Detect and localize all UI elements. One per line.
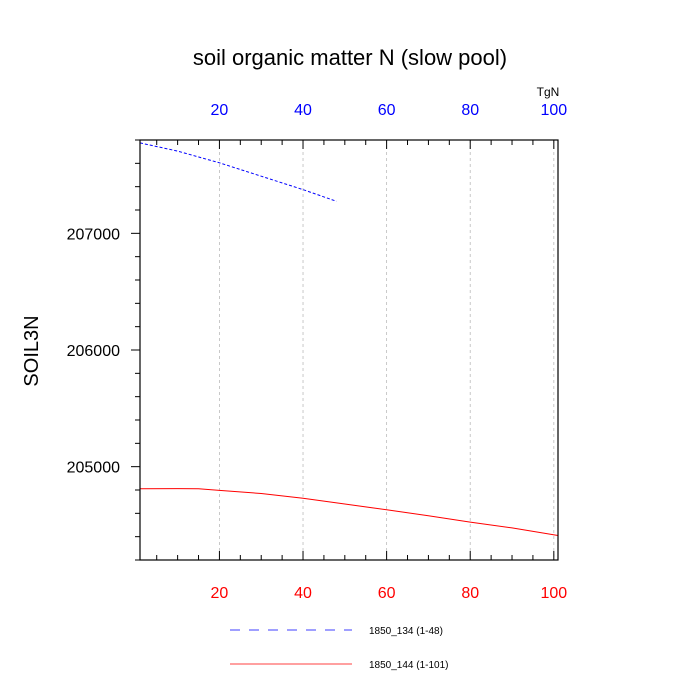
tick-labels: 20 20 40 40 60 60 80 80 100 100 205000 206000 207000	[67, 102, 568, 602]
y-tick-label: 205000	[67, 460, 120, 477]
x-tick-label-bottom: 20	[211, 585, 229, 602]
top-axis-unit: TgN	[537, 85, 560, 99]
axis-ticks	[131, 139, 555, 561]
series-layer	[139, 142, 559, 536]
x-tick-label-top: 100	[540, 102, 567, 119]
x-tick-label-top: 80	[461, 102, 479, 119]
x-tick-label-bottom: 40	[294, 585, 312, 602]
y-tick-label: 206000	[67, 343, 120, 360]
series-line-1	[139, 142, 337, 202]
y-axis-label: SOIL3N	[21, 315, 43, 386]
y-tick-label: 207000	[67, 226, 120, 243]
legend: 1850_134 (1-48) 1850_144 (1-101)	[230, 626, 449, 671]
x-tick-label-top: 40	[294, 102, 312, 119]
x-tick-label-bottom: 60	[378, 585, 396, 602]
series-line-2	[139, 488, 559, 536]
legend-label-2: 1850_144 (1-101)	[369, 660, 449, 671]
x-tick-label-top: 20	[211, 102, 229, 119]
grid	[219, 140, 555, 560]
plot-frame	[139, 139, 559, 561]
x-tick-label-bottom: 80	[461, 585, 479, 602]
x-tick-label-top: 60	[378, 102, 396, 119]
legend-label-1: 1850_134 (1-48)	[369, 626, 443, 637]
x-tick-label-bottom: 100	[540, 585, 567, 602]
chart-title: soil organic matter N (slow pool)	[193, 45, 507, 70]
